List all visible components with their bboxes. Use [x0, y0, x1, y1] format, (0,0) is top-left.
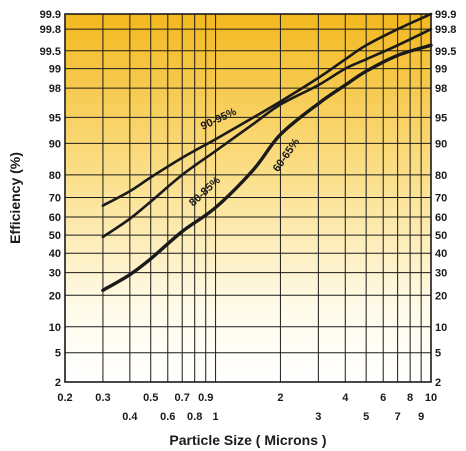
y-tick-label: 60	[435, 212, 447, 224]
x-tick-label: 0.7	[175, 392, 190, 404]
y-tick-label: 40	[49, 248, 61, 260]
x-tick-label: 7	[395, 411, 401, 423]
y-tick-label: 95	[435, 112, 447, 124]
y-tick-label: 80	[435, 170, 447, 182]
y-tick-label: 5	[55, 348, 61, 360]
y-tick-labels-right: 2 5 10 20 30 40 50 60 70 80 90 95 98 99 99.5 99.8 99.9	[435, 9, 456, 389]
y-tick-label: 98	[49, 83, 61, 95]
y-tick-label: 90	[435, 138, 447, 150]
x-tick-label: 0.9	[198, 392, 213, 404]
y-tick-label: 99.9	[435, 9, 456, 21]
x-axis-title: Particle Size ( Microns )	[169, 432, 326, 448]
series-line	[101, 43, 433, 292]
y-tick-label: 95	[49, 112, 61, 124]
x-tick-label: 1	[213, 411, 219, 423]
plot-frame	[64, 13, 432, 383]
y-tick-label: 60	[49, 212, 61, 224]
x-tick-label: 0.4	[122, 411, 138, 423]
y-tick-label: 20	[49, 290, 61, 302]
y-tick-label: 20	[435, 290, 447, 302]
y-tick-labels-left: 2 5 10 20 30 40 50 60 70 80 90 95 98 99 99.5 99.8 99.9	[40, 9, 61, 389]
x-tick-label: 3	[315, 411, 321, 423]
y-tick-label: 80	[49, 170, 61, 182]
x-tick-label: 8	[407, 392, 413, 404]
y-tick-label: 10	[49, 322, 61, 334]
x-tick-label: 10	[425, 392, 437, 404]
x-tick-label: 9	[418, 411, 424, 423]
y-tick-label: 5	[435, 348, 441, 360]
x-tick-label: 2	[277, 392, 283, 404]
curves	[101, 12, 433, 292]
y-tick-label: 30	[435, 268, 447, 280]
y-tick-label: 50	[49, 230, 61, 242]
grid	[65, 14, 431, 382]
y-tick-label: 98	[435, 83, 447, 95]
y-tick-label: 40	[435, 248, 447, 260]
y-tick-label: 99.5	[40, 46, 61, 58]
x-tick-labels: 0.2 0.3 0.5 0.7 0.9 2 4 6 8 10 0.4 0.6 0.8 1 3 5 7 9	[57, 392, 437, 423]
x-tick-label: 5	[363, 411, 369, 423]
y-tick-label: 30	[49, 268, 61, 280]
y-tick-label: 2	[55, 377, 61, 389]
y-tick-label: 70	[49, 193, 61, 205]
y-tick-label: 99	[435, 64, 447, 76]
x-tick-label: 0.5	[143, 392, 158, 404]
y-tick-label: 99	[49, 64, 61, 76]
y-axis-title: Efficiency (%)	[7, 152, 23, 244]
series-line	[101, 27, 433, 239]
y-tick-label: 70	[435, 193, 447, 205]
y-tick-label: 99.9	[40, 9, 61, 21]
x-tick-label: 6	[380, 392, 386, 404]
x-tick-label: 0.6	[160, 411, 175, 423]
y-tick-label: 99.5	[435, 46, 456, 58]
y-tick-label: 10	[435, 322, 447, 334]
x-tick-label: 0.2	[57, 392, 72, 404]
y-tick-label: 99.8	[40, 24, 61, 36]
series-line	[101, 12, 433, 207]
y-tick-label: 90	[49, 138, 61, 150]
y-tick-label: 99.8	[435, 24, 456, 36]
y-tick-label: 2	[435, 377, 441, 389]
x-tick-label: 0.8	[187, 411, 202, 423]
x-tick-label: 4	[342, 392, 349, 404]
x-tick-label: 0.3	[95, 392, 110, 404]
y-tick-label: 50	[435, 230, 447, 242]
